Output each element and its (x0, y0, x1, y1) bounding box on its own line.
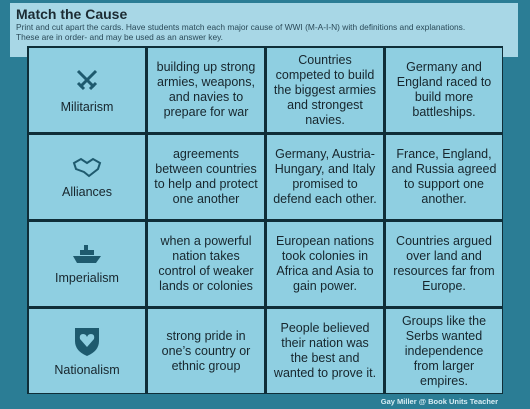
shield-heart-icon (75, 327, 99, 356)
definition-card: strong pride in one’s country or ethnic … (148, 309, 264, 393)
label-card: Alliances (29, 135, 145, 219)
cause-label: Nationalism (54, 362, 120, 377)
cause-label: Militarism (60, 99, 114, 114)
ship-icon (73, 244, 101, 263)
example-card: Countries argued over land and resources… (386, 222, 502, 306)
explanation-card: Countries competed to build the biggest … (267, 48, 383, 132)
explanation-card: European nations took colonies in Africa… (267, 222, 383, 306)
footer: Gay Miller @ Book Units Teacher (380, 397, 498, 406)
label-card: Militarism (29, 48, 145, 132)
label-card: Imperialism (29, 222, 145, 306)
definition-card: agreements between countries to help and… (148, 135, 264, 219)
example-card: Groups like the Serbs wanted independenc… (386, 309, 502, 393)
instructions: Print and cut apart the cards. Have stud… (16, 22, 466, 32)
instructions: These are in order- and may be used as a… (16, 32, 224, 42)
definition-card: when a powerful nation takes control of … (148, 222, 264, 306)
cause-label: Imperialism (55, 270, 119, 285)
example-card: France, England, and Russia agreed to su… (386, 135, 502, 219)
swords-icon (76, 69, 98, 90)
title: Match the Cause (16, 6, 128, 22)
cause-label: Alliances (61, 184, 113, 199)
handshake-icon (72, 157, 102, 177)
label-card: Nationalism (29, 309, 145, 393)
explanation-card: People believed their nation was the bes… (267, 309, 383, 393)
explanation-card: Germany, Austria-Hungary, and Italy prom… (267, 135, 383, 219)
definition-card: building up strong armies, weapons, and … (148, 48, 264, 132)
card-grid: Militarism building up strong armies, we… (27, 46, 503, 394)
example-card: Germany and England raced to build more … (386, 48, 502, 132)
